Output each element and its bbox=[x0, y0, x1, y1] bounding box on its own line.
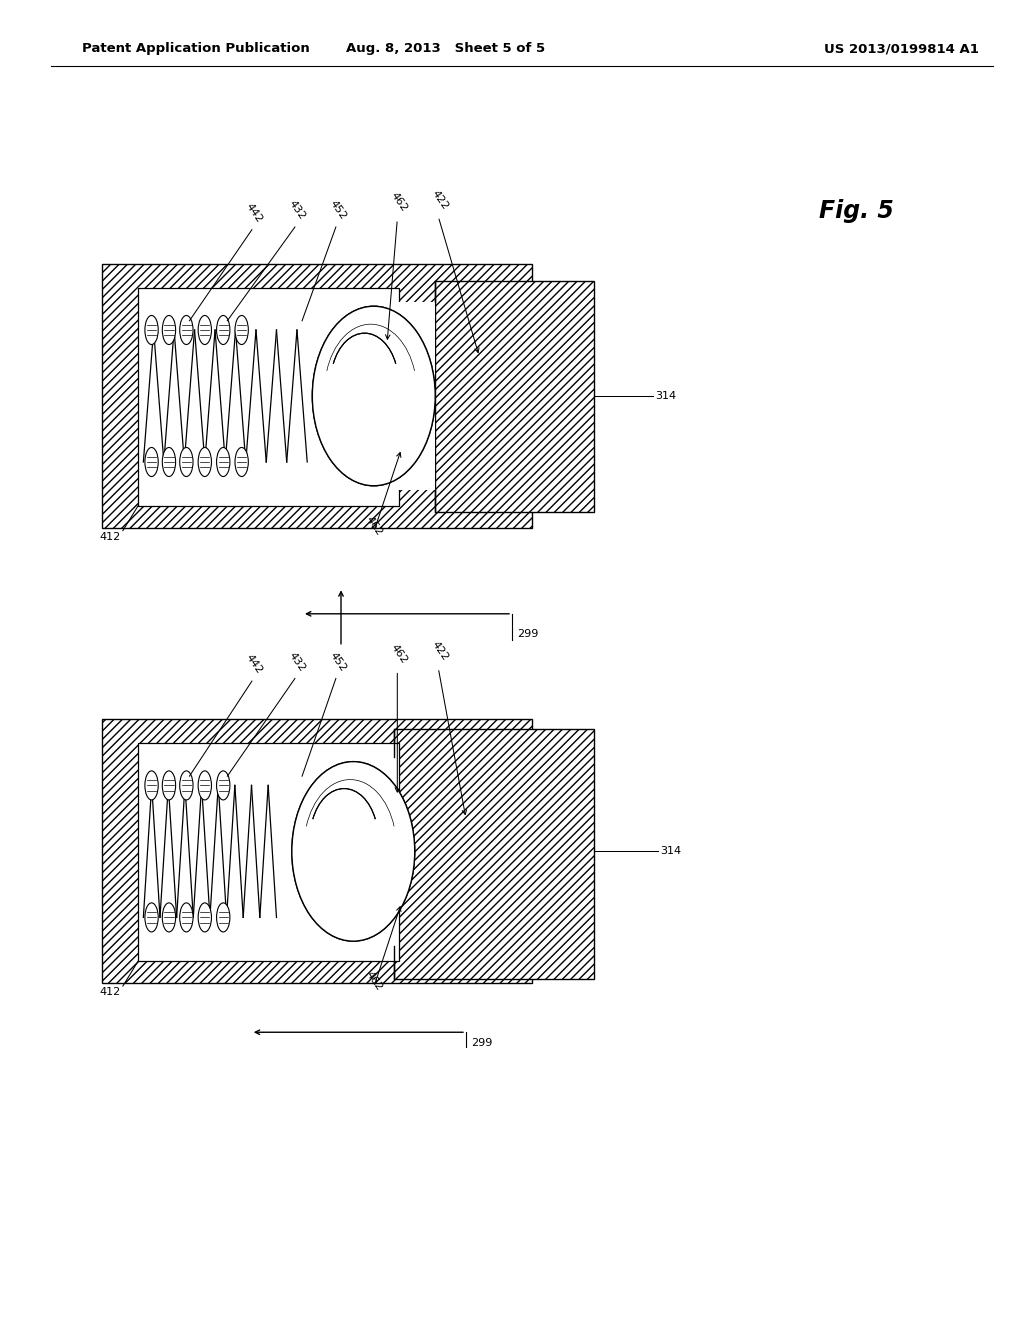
Ellipse shape bbox=[199, 315, 212, 345]
Ellipse shape bbox=[199, 447, 212, 477]
Text: US 2013/0199814 A1: US 2013/0199814 A1 bbox=[823, 42, 979, 55]
Ellipse shape bbox=[162, 903, 176, 932]
Ellipse shape bbox=[199, 903, 212, 932]
Ellipse shape bbox=[144, 771, 158, 800]
Text: 442: 442 bbox=[244, 652, 264, 676]
Text: 452: 452 bbox=[328, 649, 348, 673]
Ellipse shape bbox=[217, 447, 229, 477]
Bar bbox=[394, 729, 594, 979]
Ellipse shape bbox=[312, 306, 435, 486]
Bar bbox=[372, 758, 394, 945]
Ellipse shape bbox=[217, 903, 229, 932]
Text: Patent Application Publication: Patent Application Publication bbox=[82, 42, 309, 55]
Bar bbox=[392, 302, 435, 490]
Text: 422: 422 bbox=[430, 187, 451, 211]
Text: Aug. 8, 2013   Sheet 5 of 5: Aug. 8, 2013 Sheet 5 of 5 bbox=[346, 42, 545, 55]
Text: 462: 462 bbox=[364, 969, 384, 993]
Ellipse shape bbox=[180, 903, 193, 932]
Ellipse shape bbox=[144, 315, 158, 345]
Text: Fig. 5: Fig. 5 bbox=[819, 199, 894, 223]
Text: 314: 314 bbox=[660, 846, 682, 857]
Text: 412: 412 bbox=[99, 532, 121, 543]
Ellipse shape bbox=[199, 771, 212, 800]
Ellipse shape bbox=[144, 447, 158, 477]
Text: 299: 299 bbox=[517, 628, 539, 639]
Text: 432: 432 bbox=[287, 649, 307, 673]
Bar bbox=[102, 264, 532, 528]
Ellipse shape bbox=[180, 771, 193, 800]
Text: 314: 314 bbox=[655, 391, 677, 401]
Bar bbox=[435, 281, 594, 512]
Ellipse shape bbox=[180, 447, 193, 477]
Text: 462: 462 bbox=[389, 642, 410, 665]
Bar bbox=[138, 288, 399, 506]
Bar bbox=[102, 719, 532, 983]
Ellipse shape bbox=[180, 315, 193, 345]
Text: 412: 412 bbox=[99, 987, 121, 998]
Ellipse shape bbox=[292, 762, 415, 941]
Text: 462: 462 bbox=[364, 513, 384, 537]
Text: 462: 462 bbox=[389, 190, 410, 214]
Ellipse shape bbox=[234, 315, 248, 345]
Text: 422: 422 bbox=[430, 639, 451, 663]
Text: 299: 299 bbox=[471, 1038, 493, 1048]
Ellipse shape bbox=[234, 447, 248, 477]
Ellipse shape bbox=[217, 315, 229, 345]
Text: 432: 432 bbox=[287, 198, 307, 222]
Ellipse shape bbox=[144, 903, 158, 932]
Ellipse shape bbox=[292, 762, 415, 941]
Text: 452: 452 bbox=[328, 198, 348, 222]
Ellipse shape bbox=[162, 447, 176, 477]
Ellipse shape bbox=[312, 306, 435, 486]
Bar bbox=[138, 743, 399, 961]
Ellipse shape bbox=[162, 771, 176, 800]
Ellipse shape bbox=[217, 771, 229, 800]
Text: 442: 442 bbox=[244, 201, 264, 224]
Ellipse shape bbox=[162, 315, 176, 345]
